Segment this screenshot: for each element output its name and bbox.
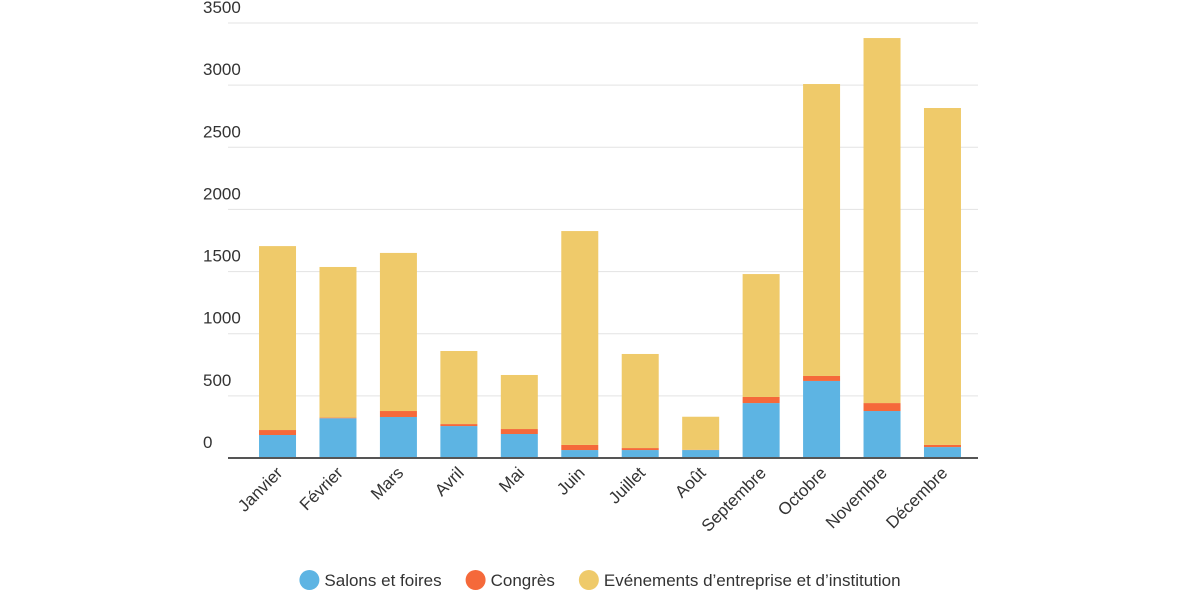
bar-segment bbox=[319, 417, 357, 419]
bar-segment bbox=[863, 411, 901, 458]
x-tick-label: Septembre bbox=[698, 463, 770, 535]
x-tick-label: Novembre bbox=[822, 463, 891, 532]
y-tick-label: 3500 bbox=[203, 0, 241, 17]
x-tick-label: Juin bbox=[553, 463, 588, 498]
bar-segment bbox=[500, 374, 538, 430]
y-tick-label: 2500 bbox=[203, 122, 241, 141]
bar-segment bbox=[803, 84, 841, 376]
x-tick-label: Janvier bbox=[234, 463, 286, 515]
bar-segment bbox=[863, 403, 901, 412]
y-tick-label: 0 bbox=[203, 433, 212, 452]
x-tick-label: Mai bbox=[495, 463, 528, 496]
bar-segment bbox=[803, 380, 841, 458]
x-tick-label: Octobre bbox=[774, 463, 830, 519]
x-tick-label: Juillet bbox=[605, 463, 649, 507]
bar-segment bbox=[319, 418, 357, 458]
bar-segment bbox=[621, 450, 659, 458]
bar-segment bbox=[561, 450, 599, 458]
legend-label: Evénements d’entreprise et d’institution bbox=[604, 571, 901, 590]
y-tick-label: 500 bbox=[203, 371, 231, 390]
x-tick-label: Avril bbox=[431, 463, 468, 500]
bar-segment bbox=[259, 246, 297, 431]
x-tick-label: Mars bbox=[367, 463, 407, 503]
bar-segment bbox=[379, 411, 417, 417]
bar-segment bbox=[923, 444, 961, 448]
bar-segment bbox=[803, 375, 841, 381]
bar-segment bbox=[682, 416, 720, 450]
y-tick-label: 1000 bbox=[203, 309, 241, 328]
legend: Salons et foires Congrès Evénements d’entr… bbox=[299, 570, 901, 590]
bar-segment bbox=[379, 252, 417, 412]
bar-segment bbox=[259, 435, 297, 458]
legend-label: Salons et foires bbox=[324, 571, 441, 590]
bar-segment bbox=[319, 266, 357, 418]
bar-segment bbox=[742, 274, 780, 397]
legend-label: Congrès bbox=[491, 571, 555, 590]
bar-segment bbox=[561, 444, 599, 451]
bar-segment bbox=[742, 396, 780, 404]
bar-segment bbox=[500, 429, 538, 435]
bar-segment bbox=[259, 430, 297, 436]
bar-segment bbox=[742, 403, 780, 458]
y-tick-label: 2000 bbox=[203, 184, 241, 203]
bar-segment bbox=[923, 447, 961, 458]
bar-segment bbox=[379, 416, 417, 458]
bar-segment bbox=[561, 231, 599, 445]
legend-marker bbox=[578, 570, 599, 590]
x-tick-label: Août bbox=[671, 463, 709, 501]
legend-marker bbox=[299, 570, 320, 590]
bar-segment bbox=[923, 108, 961, 445]
x-tick-label: Février bbox=[296, 463, 347, 514]
bar-segment bbox=[682, 450, 720, 458]
bar-segment bbox=[440, 426, 478, 458]
bar-segment bbox=[621, 353, 659, 449]
y-tick-label: 3000 bbox=[203, 60, 241, 79]
bar-segment bbox=[440, 350, 478, 425]
bar-segment bbox=[621, 448, 659, 451]
y-tick-label: 1500 bbox=[203, 247, 241, 266]
x-tick-label: Décembre bbox=[882, 463, 951, 532]
bar-segment bbox=[863, 38, 901, 404]
legend-marker bbox=[465, 570, 486, 590]
bar-segment bbox=[440, 424, 478, 427]
bar-segment bbox=[500, 434, 538, 458]
